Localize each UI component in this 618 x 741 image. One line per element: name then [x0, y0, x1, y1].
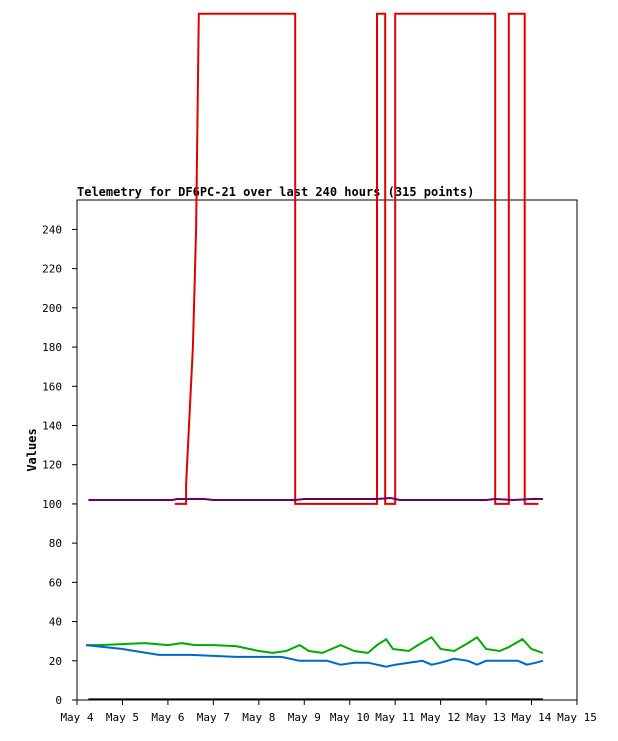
x-tick-label: May 12: [421, 711, 461, 724]
y-tick-label: 240: [42, 223, 62, 236]
y-tick-label: 200: [42, 302, 62, 315]
y-axis: 0 20 40 60 80 100 120 140 160 180 200 220 240: [42, 223, 77, 707]
x-axis: May 4 May 5 May 6 May 7 May 8 May 9 May 10 May …: [60, 700, 597, 724]
x-tick-label: May 5: [106, 711, 139, 724]
x-tick-label: May 14: [512, 711, 552, 724]
y-tick-label: 100: [42, 498, 62, 511]
x-tick-label: May 10: [330, 711, 370, 724]
y-axis-label: Values: [25, 428, 39, 471]
series-line-4: [85, 644, 544, 668]
y-tick-label: 140: [42, 419, 62, 432]
x-tick-label: May 4: [60, 711, 93, 724]
y-tick-label: 220: [42, 263, 62, 276]
y-tick-label: 120: [42, 459, 62, 472]
series-line-2: [88, 496, 543, 502]
x-tick-label: May 11: [375, 711, 415, 724]
x-tick-label: May 13: [466, 711, 506, 724]
x-tick-label: May 15: [557, 711, 597, 724]
y-tick-label: 20: [49, 655, 62, 668]
y-tick-label: 160: [42, 380, 62, 393]
x-tick-label: May 7: [197, 711, 230, 724]
x-tick-label: May 9: [288, 711, 321, 724]
y-tick-label: 80: [49, 537, 62, 550]
series-line-3: [86, 635, 544, 654]
y-tick-label: 60: [49, 576, 62, 589]
x-tick-label: May 8: [242, 711, 275, 724]
y-tick-label: 0: [55, 694, 62, 707]
x-tick-label: May 6: [151, 711, 184, 724]
chart-title: Telemetry for DF6PC-21 over last 240 hou…: [77, 185, 474, 199]
y-tick-label: 180: [42, 341, 62, 354]
plot-area: [76, 199, 578, 701]
series-layer: [85, 12, 544, 701]
series-line-1: [174, 12, 539, 505]
y-tick-label: 40: [49, 616, 62, 629]
